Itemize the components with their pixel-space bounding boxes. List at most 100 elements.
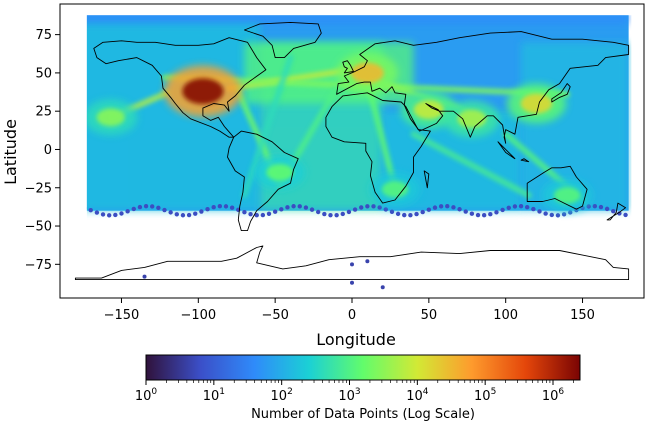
density-edge-dot	[512, 204, 518, 209]
density-edge-dot	[500, 207, 505, 213]
colorbar-tick-label: 106	[542, 387, 565, 404]
density-edge-dot	[506, 205, 511, 210]
density-edge-dot	[531, 206, 536, 212]
hotspot-core	[553, 187, 581, 204]
density-edge-dot	[414, 211, 419, 217]
coastline	[243, 21, 322, 59]
density-edge-dot	[174, 212, 179, 217]
colorbar-gradient	[145, 354, 581, 381]
density-edge-dot	[328, 212, 333, 218]
density-edge-dot	[242, 209, 247, 215]
density-edge-dot	[272, 209, 278, 214]
y-tick-label: 0	[44, 143, 52, 158]
y-tick-label: −25	[25, 181, 52, 196]
coastline	[423, 170, 430, 189]
hotspot-core	[457, 109, 487, 129]
x-tick-label: 100	[493, 308, 518, 323]
x-axis-label: Longitude	[316, 330, 396, 349]
coastline	[520, 158, 530, 163]
density-edge-dot	[125, 209, 130, 214]
coastline-layer	[74, 21, 630, 281]
density-edge-dot	[303, 205, 309, 210]
density-edge-dot	[315, 209, 321, 215]
y-axis-label: Latitude	[1, 119, 20, 185]
colorbar-tick-label: 103	[338, 387, 360, 404]
map-plot-area	[59, 3, 645, 299]
density-edge-dot	[432, 205, 438, 210]
coastline	[526, 165, 588, 210]
density-edge-dot	[279, 207, 284, 212]
density-edge-dot	[186, 212, 192, 218]
density-edge-dot	[352, 207, 358, 212]
antarctic-points-layer	[142, 259, 385, 290]
density-edge-dot	[408, 212, 413, 218]
x-tick-label: −100	[180, 308, 216, 323]
colorbar-tick-label: 105	[474, 387, 496, 404]
antarctic-point	[380, 285, 385, 290]
x-tick-label: 50	[421, 308, 438, 323]
density-edge-dot	[383, 207, 389, 212]
density-edge-dot	[223, 204, 229, 209]
density-edge-dot	[106, 213, 112, 218]
hotspot-core	[182, 78, 224, 105]
density-edge-dot	[537, 209, 542, 214]
hotspot-core	[96, 108, 125, 127]
y-tick-label: 50	[35, 66, 52, 81]
colorbar: 100 101 102 103 104 105 106 Number of Data Poi…	[135, 354, 581, 422]
density-edge-dot	[205, 206, 210, 212]
density-edge-dot	[371, 204, 376, 209]
colorbar-tick-label: 100	[135, 387, 158, 404]
density-edge-dot	[365, 204, 370, 209]
density-edge-dot	[488, 212, 493, 217]
colorbar-tick-label: 102	[271, 387, 293, 404]
x-tick-label: −150	[104, 308, 140, 323]
antarctic-point	[350, 280, 354, 285]
density-edge-dot	[494, 210, 499, 215]
density-edge-dot	[377, 205, 382, 210]
coastline	[606, 202, 627, 221]
density-edge-dot	[457, 207, 462, 212]
x-axis: −150 −100 −50 0 50 100 150	[104, 298, 595, 323]
x-tick-label: 0	[348, 308, 356, 323]
density-edge-dot	[420, 209, 425, 215]
density-edge-dot	[100, 212, 106, 217]
coastline	[336, 31, 630, 144]
density-edge-dot	[193, 211, 198, 216]
density-edge-dot	[469, 211, 475, 216]
antarctic-point	[350, 262, 354, 267]
coastline	[227, 130, 299, 232]
colorbar-tick-label: 101	[203, 387, 225, 404]
density-edge-dot	[598, 204, 604, 210]
density-edge-dot	[322, 211, 327, 217]
density-edge-dot	[611, 209, 616, 214]
density-layer	[86, 15, 629, 218]
density-edge-dot	[549, 212, 554, 218]
density-edge-dot	[297, 204, 302, 209]
density-edge-dot	[481, 213, 487, 218]
density-edge-dot	[359, 205, 364, 210]
density-edge-dot	[475, 212, 481, 218]
density-edge-dot	[131, 206, 136, 212]
density-edge-dot	[604, 206, 610, 212]
density-edge-dot	[463, 209, 468, 214]
flight-corridor	[226, 66, 355, 92]
y-axis: 75 50 25 0 −25 −50 −75	[25, 28, 60, 273]
density-edge-dot	[94, 210, 100, 215]
x-tick-label: 150	[570, 308, 595, 323]
density-edge-dot	[438, 204, 444, 209]
density-edge-dot	[555, 213, 561, 218]
density-edge-dot	[623, 212, 628, 218]
coastline	[497, 141, 516, 160]
density-edge-dot	[248, 211, 253, 217]
density-edge-dot	[88, 208, 93, 213]
y-tick-label: −75	[25, 258, 52, 273]
coastline	[342, 60, 354, 74]
colorbar-label: Number of Data Points (Log Scale)	[251, 407, 475, 422]
density-edge-dot	[143, 203, 149, 209]
antarctic-point	[142, 274, 147, 279]
density-edge-dot	[291, 204, 296, 209]
density-edge-dot	[217, 204, 223, 209]
density-edge-dot	[586, 204, 591, 209]
density-edge-dot	[445, 204, 450, 209]
antarctic-point	[365, 259, 370, 264]
